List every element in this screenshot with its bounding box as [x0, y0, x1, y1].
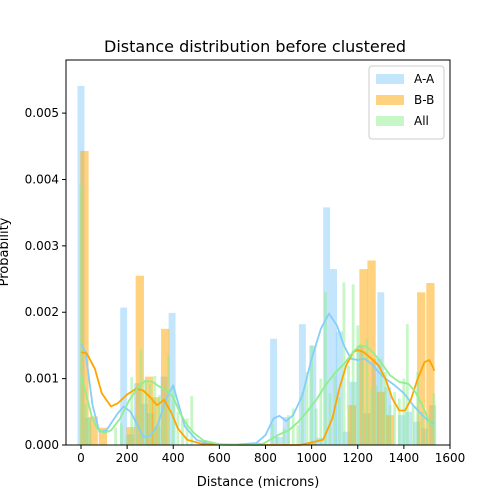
bar-all	[144, 381, 147, 445]
bar-b-b	[89, 416, 98, 445]
bar-all	[310, 345, 314, 445]
legend-swatch-all	[376, 116, 404, 126]
bar-a-a	[342, 431, 350, 445]
bar-a-a	[398, 415, 406, 445]
bar-a-a	[330, 269, 337, 445]
bar-all	[370, 388, 373, 445]
bar-b-b	[98, 427, 108, 445]
histogram-bars	[77, 85, 437, 446]
x-tick-label: 1600	[435, 451, 466, 465]
bar-all	[416, 371, 420, 445]
x-tick-label: 400	[162, 451, 185, 465]
bar-all	[190, 395, 194, 445]
density-curves	[80, 312, 436, 446]
x-axis-label: Distance (microns)	[197, 475, 320, 490]
bar-all	[185, 418, 189, 445]
bar-a-a	[275, 437, 283, 445]
bar-all	[328, 393, 332, 445]
bar-all	[130, 377, 134, 445]
bar-all	[148, 383, 152, 445]
bar-all	[114, 427, 117, 445]
bar-all	[360, 352, 364, 445]
bar-all	[271, 423, 274, 445]
bar-all	[181, 417, 184, 445]
bar-all	[402, 378, 406, 445]
bar-all	[324, 292, 327, 445]
y-tick-label: 0.005	[25, 106, 59, 120]
legend-swatch-a-a	[376, 74, 404, 84]
y-tick-label: 0.003	[25, 239, 59, 253]
bar-all	[432, 393, 436, 445]
density-curve-a-a	[80, 312, 435, 446]
bar-all	[351, 284, 355, 445]
bar-all	[319, 378, 323, 445]
legend-swatch-b-b	[376, 95, 404, 105]
bar-all	[425, 415, 429, 445]
bar-all	[388, 405, 392, 445]
bar-b-b	[367, 260, 376, 445]
axes	[65, 59, 451, 446]
bar-all	[314, 408, 318, 445]
x-tick-label: 1400	[389, 451, 420, 465]
bar-all	[134, 414, 138, 445]
density-curve-all	[80, 344, 436, 446]
bar-all	[411, 405, 415, 445]
bar-all	[167, 355, 171, 445]
bar-all	[275, 435, 279, 445]
bar-all	[379, 358, 383, 445]
bar-all	[384, 371, 387, 445]
bar-all	[84, 403, 87, 445]
bar-all	[347, 365, 350, 445]
bar-all	[305, 371, 309, 445]
bar-b-b	[80, 150, 89, 445]
y-tick-label: 0.001	[25, 372, 59, 386]
bar-all	[365, 338, 369, 445]
bar-all	[282, 428, 286, 445]
bar-all	[337, 397, 341, 445]
bar-a-a	[270, 338, 278, 445]
bar-all	[119, 423, 123, 445]
plot-frame	[65, 59, 451, 446]
bar-all	[374, 385, 378, 445]
legend-label-all: All	[414, 114, 429, 128]
bar-b-b	[161, 328, 170, 445]
bar-a-a	[120, 307, 128, 445]
x-tick-label: 600	[208, 451, 231, 465]
density-curve-b-b	[80, 349, 436, 446]
x-tick-label: 1000	[296, 451, 327, 465]
bar-all	[356, 325, 360, 445]
bar-all	[162, 399, 166, 445]
y-tick-label: 0.002	[25, 305, 59, 319]
x-tick-label: 1200	[342, 451, 373, 465]
legend: A-A B-B All	[368, 65, 445, 140]
x-axis-ticks: 0 200 400 600 800 1000 1200 1400 1600	[77, 445, 465, 465]
bar-all	[420, 411, 424, 445]
bar-all	[393, 391, 397, 445]
bar-all	[125, 436, 129, 445]
chart-title: Distance distribution before clustered	[104, 37, 406, 56]
bar-all	[79, 184, 83, 446]
y-tick-label: 0.004	[25, 172, 59, 186]
legend-label-b-b: B-B	[414, 93, 434, 107]
bar-all	[397, 398, 401, 445]
y-axis-ticks: 0.000 0.001 0.002 0.003 0.004 0.005	[25, 106, 66, 452]
x-tick-label: 0	[77, 451, 85, 465]
bar-a-a	[298, 324, 306, 445]
bar-a-a	[168, 312, 176, 445]
bar-all	[139, 348, 143, 445]
legend-label-a-a: A-A	[414, 72, 435, 86]
x-tick-label: 800	[254, 451, 277, 465]
bar-all	[296, 425, 300, 445]
bar-all	[153, 375, 157, 445]
bar-all	[87, 417, 91, 445]
y-tick-label: 0.000	[25, 438, 59, 452]
y-axis-label: Probability	[0, 217, 12, 286]
x-tick-label: 200	[116, 451, 139, 465]
